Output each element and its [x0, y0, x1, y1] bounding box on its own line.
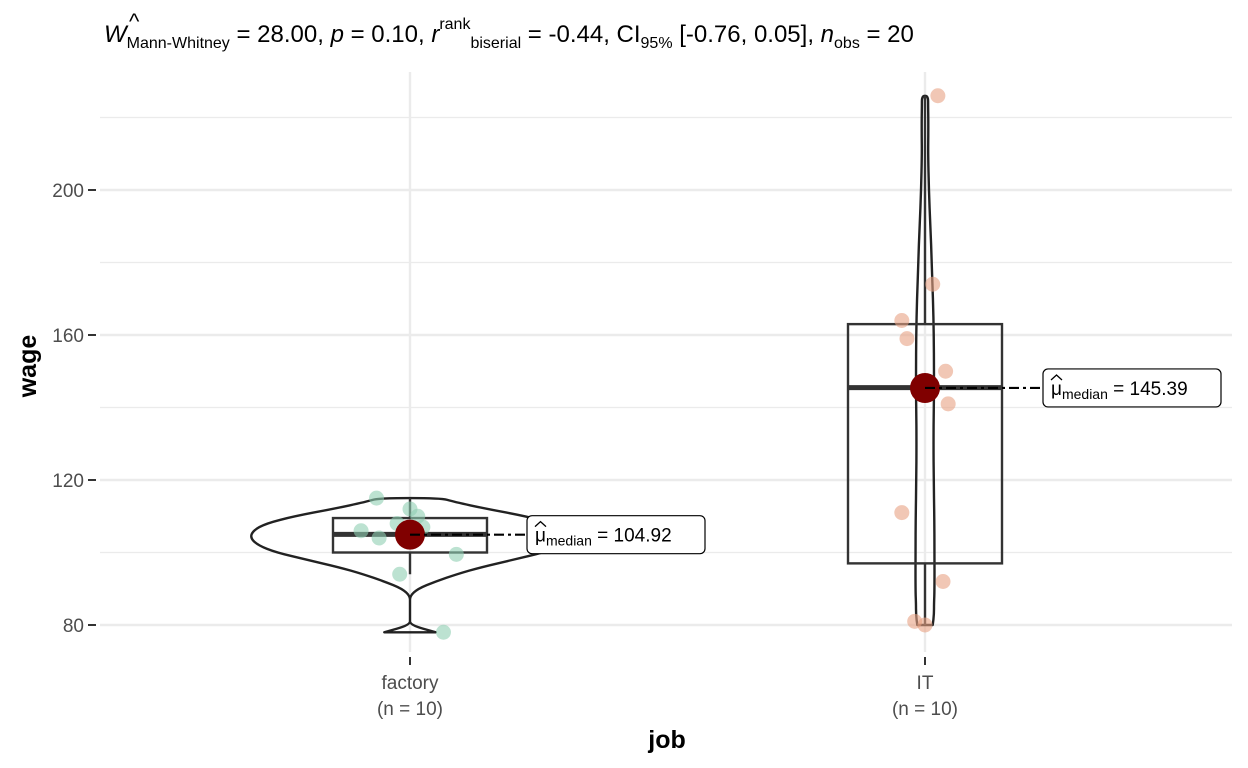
point-IT-1	[925, 276, 941, 292]
axes: 80 120 160 200 factory (n = 10) IT (n = 10)	[52, 181, 958, 720]
title-p-symbol: p	[330, 21, 344, 48]
title-r-hat: ^	[129, 9, 140, 34]
median-label-box-factory	[526, 515, 706, 555]
point-factory-8	[448, 546, 464, 562]
x-tick-label-factory: factory	[381, 673, 439, 694]
median-label-value-factory: = 104.92	[592, 526, 672, 547]
point-IT-4	[938, 363, 954, 379]
title-ci-value: [-0.76, 0.05],	[673, 21, 821, 48]
y-tick-label-120: 120	[52, 471, 84, 492]
violin-IT	[914, 94, 936, 627]
median-label-value-IT: = 145.39	[1108, 379, 1188, 400]
chart-title: WMann-Whitney = 28.00, p = 0.10, rrank bi…	[104, 16, 914, 52]
y-tick-label-160: 160	[52, 326, 84, 347]
point-IT-9	[917, 617, 933, 633]
median-label-hat-factory	[534, 520, 547, 528]
title-r-symbol: r	[431, 21, 440, 48]
x-axis-title: job	[647, 726, 686, 754]
y-axis-title: wage	[14, 335, 42, 399]
title-r-sub: biserial	[470, 35, 521, 52]
median-label-IT: μmedian = 145.39	[1051, 379, 1188, 402]
point-IT-3	[899, 331, 915, 347]
title-p-value: = 0.10,	[344, 21, 431, 48]
title-n-value: = 20	[860, 21, 914, 48]
median-label-sub-IT: median	[1062, 386, 1108, 402]
violins	[250, 94, 936, 634]
point-factory-9	[435, 624, 451, 640]
point-IT-0	[930, 88, 946, 104]
point-IT-7	[935, 574, 951, 589]
y-tick-label-200: 200	[52, 181, 84, 202]
median-label-box-IT	[1042, 368, 1222, 408]
x-tick-label-IT: IT	[917, 673, 934, 694]
point-IT-5	[940, 396, 956, 412]
point-factory-0	[353, 523, 369, 539]
title-w-symbol: W	[104, 21, 129, 48]
x-tick-n-label-IT: (n = 10)	[892, 699, 958, 720]
title-r-sup: rank	[439, 16, 471, 33]
grid-lines	[100, 72, 1232, 652]
point-IT-2	[894, 313, 910, 328]
median-label-factory: μmedian = 104.92	[535, 526, 672, 549]
data-points	[353, 88, 956, 640]
point-factory-1	[371, 530, 387, 546]
violin-factory	[250, 496, 570, 634]
title-n-symbol: n	[821, 21, 834, 48]
point-factory-2	[369, 490, 385, 506]
title-w-value: = 28.00,	[230, 21, 331, 48]
median-label-mu-factory: μ	[535, 526, 546, 547]
title-ci-sub: 95%	[641, 35, 673, 52]
point-factory-7	[392, 566, 408, 582]
median-label-mu-IT: μ	[1051, 379, 1062, 400]
box-IT	[846, 322, 1004, 565]
point-IT-6	[894, 505, 910, 521]
y-tick-label-80: 80	[63, 616, 84, 637]
x-tick-n-label-factory: (n = 10)	[377, 699, 443, 720]
median-label-sub-factory: median	[546, 533, 592, 549]
median-label-hat-IT	[1050, 374, 1063, 381]
title-r-value: = -0.44, CI	[521, 21, 640, 48]
title-w-sub: Mann-Whitney	[127, 35, 230, 52]
title-n-sub: obs	[834, 35, 860, 52]
